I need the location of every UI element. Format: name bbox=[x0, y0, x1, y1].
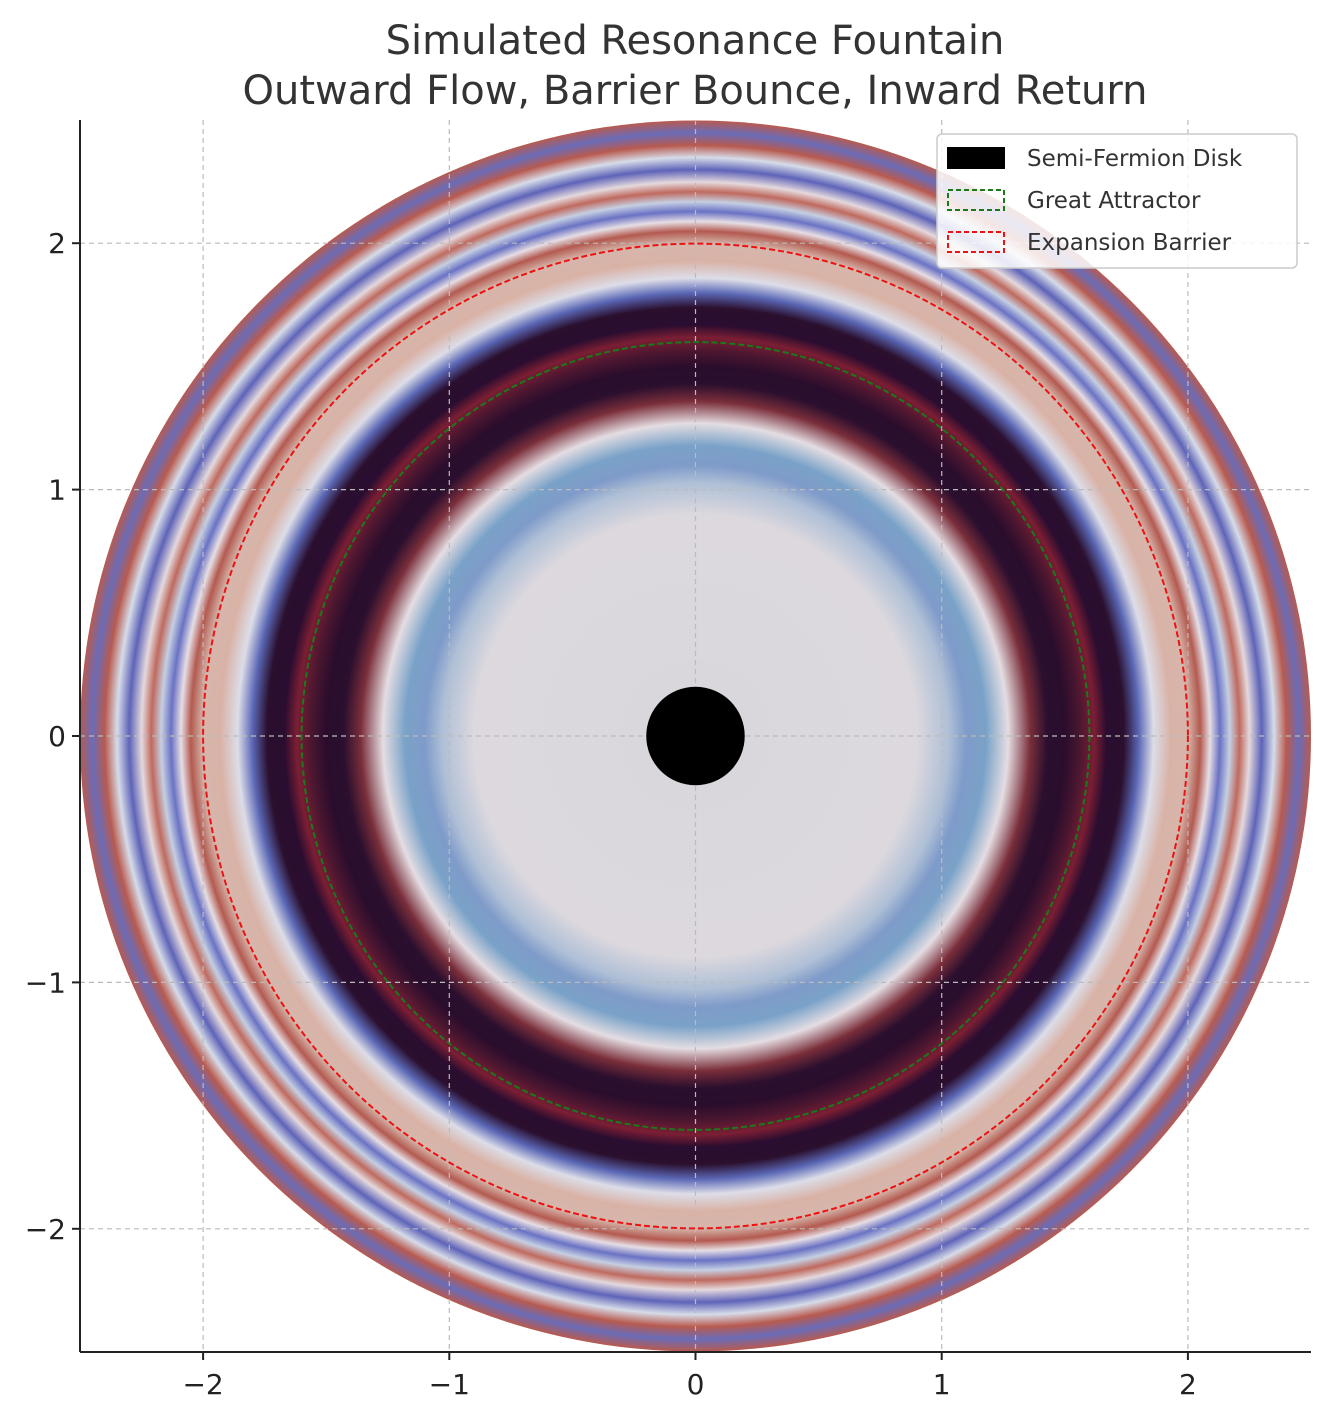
series-layer bbox=[202, 242, 1189, 1230]
legend-label-semi-fermion-disk: Semi-Fermion Disk bbox=[1027, 146, 1243, 172]
y-tick-label: −2 bbox=[25, 1213, 66, 1246]
legend-label-expansion-barrier: Expansion Barrier bbox=[1027, 230, 1232, 256]
y-tick-label: 0 bbox=[48, 720, 66, 753]
x-tick-label: 2 bbox=[1179, 1368, 1197, 1401]
chart-title: Simulated Resonance Fountain bbox=[386, 18, 1005, 64]
plot-area bbox=[80, 120, 1311, 1352]
y-ticks: 2 1 0 −1 −2 bbox=[25, 227, 80, 1246]
semi-fermion-disk bbox=[646, 686, 745, 786]
x-tick-label: 1 bbox=[933, 1368, 951, 1401]
x-tick-label: 0 bbox=[687, 1368, 705, 1401]
legend-swatch-semi-fermion-disk bbox=[947, 147, 1005, 169]
x-ticks: −2 −1 0 1 2 bbox=[182, 1352, 1197, 1401]
great-attractor-circle bbox=[300, 341, 1091, 1131]
x-tick-label: −2 bbox=[182, 1368, 223, 1401]
legend-swatch-great-attractor bbox=[947, 189, 1005, 211]
y-tick-label: 2 bbox=[48, 227, 66, 260]
legend-swatch-expansion-barrier bbox=[947, 231, 1005, 253]
expansion-barrier-circle bbox=[202, 242, 1189, 1230]
axes: −2 −1 0 1 2 2 1 0 −1 −2 bbox=[25, 120, 1311, 1401]
x-tick-label: −1 bbox=[429, 1368, 470, 1401]
chart-subtitle: Outward Flow, Barrier Bounce, Inward Ret… bbox=[243, 68, 1148, 114]
legend-label-great-attractor: Great Attractor bbox=[1027, 188, 1201, 214]
y-tick-label: 1 bbox=[48, 474, 66, 507]
legend-box bbox=[936, 133, 1298, 269]
y-tick-label: −1 bbox=[25, 966, 66, 999]
legend: Semi-Fermion Disk Great Attractor Expansio… bbox=[936, 133, 1298, 269]
